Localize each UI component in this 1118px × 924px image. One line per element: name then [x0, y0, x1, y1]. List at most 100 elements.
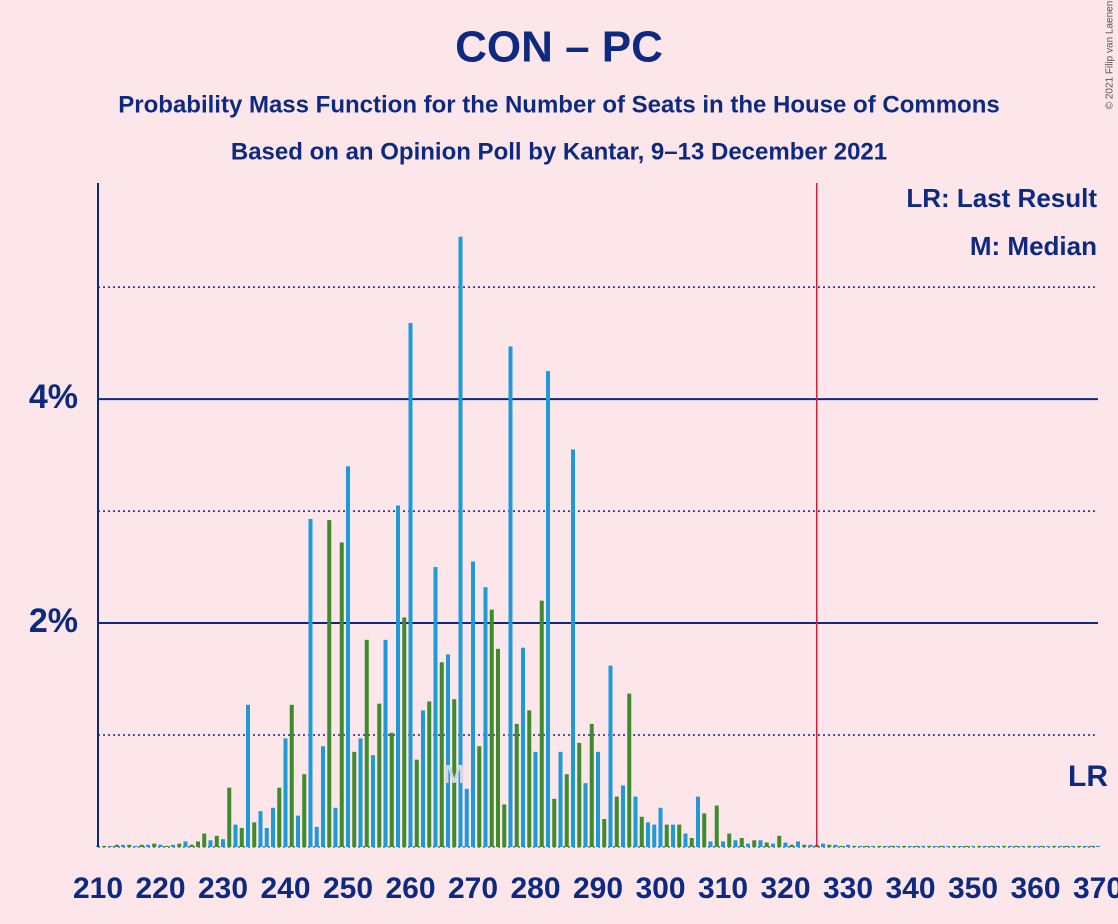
bar	[539, 600, 544, 847]
bar	[483, 587, 488, 847]
bar	[308, 518, 313, 847]
bar	[683, 833, 688, 847]
bar	[1033, 845, 1038, 847]
x-tick-label: 210	[73, 872, 123, 905]
bar	[946, 845, 950, 847]
bar	[852, 845, 857, 847]
bar	[352, 751, 357, 847]
bar	[771, 843, 775, 847]
bar	[833, 844, 838, 847]
bar	[521, 647, 525, 847]
bar	[958, 845, 963, 847]
chart-title: CON – PC	[455, 23, 663, 72]
bar	[339, 542, 344, 847]
bar	[146, 844, 150, 847]
bar	[421, 710, 425, 847]
bar	[639, 816, 644, 847]
bar	[164, 845, 169, 847]
chart-subtitle: Based on an Opinion Poll by Kantar, 9–13…	[231, 138, 887, 165]
x-tick-label: 310	[698, 872, 748, 905]
bar	[883, 845, 888, 847]
bar	[377, 703, 382, 847]
x-tick-label: 260	[385, 872, 435, 905]
bar	[989, 845, 994, 847]
bar	[627, 693, 632, 847]
x-tick-label: 340	[885, 872, 935, 905]
bar	[733, 840, 738, 847]
bar	[571, 449, 575, 847]
bar	[652, 824, 657, 847]
bar	[477, 746, 482, 847]
bar	[764, 842, 769, 847]
bar	[671, 824, 675, 847]
bar	[871, 845, 875, 847]
bar	[921, 845, 925, 847]
bar	[727, 833, 732, 847]
x-tick-label: 240	[260, 872, 310, 905]
bar	[602, 819, 607, 847]
bar	[389, 732, 394, 847]
bar	[702, 813, 707, 847]
bar	[527, 710, 532, 847]
bar	[271, 807, 275, 847]
bar	[396, 505, 400, 847]
bar	[502, 804, 507, 847]
bar	[402, 617, 407, 847]
bar	[1052, 845, 1057, 847]
bar	[614, 796, 619, 847]
bar	[227, 787, 232, 847]
bar	[964, 845, 969, 847]
bar	[758, 840, 763, 847]
bar	[608, 665, 613, 847]
bar	[858, 845, 863, 847]
bar	[246, 704, 250, 847]
x-tick-label: 360	[1010, 872, 1060, 905]
bar	[908, 845, 913, 847]
x-tick-label: 350	[948, 872, 998, 905]
bar	[314, 826, 319, 847]
bar	[258, 811, 263, 847]
bar	[689, 838, 694, 847]
bar	[208, 840, 213, 847]
y-tick-label: 2%	[29, 602, 78, 640]
bar	[489, 609, 494, 847]
bar	[346, 466, 350, 847]
bar	[1027, 845, 1032, 847]
bar	[458, 236, 463, 847]
bar	[439, 662, 444, 847]
bar	[1021, 845, 1025, 847]
bar	[777, 835, 782, 847]
bar	[358, 738, 363, 847]
bar	[914, 845, 919, 847]
bar	[333, 807, 338, 847]
bar	[939, 845, 944, 847]
bar	[471, 561, 475, 847]
bar	[1083, 845, 1088, 847]
last-result-label: LR	[1068, 760, 1108, 793]
bar	[383, 639, 388, 847]
bar	[971, 845, 975, 847]
x-tick-label: 330	[823, 872, 873, 905]
bar	[252, 822, 257, 847]
bar	[821, 843, 825, 847]
bar	[221, 839, 225, 847]
bar	[171, 844, 175, 847]
bar	[1064, 845, 1069, 847]
x-tick-label: 320	[760, 872, 810, 905]
bar	[1096, 845, 1100, 847]
bar	[658, 807, 663, 847]
bar	[633, 796, 638, 847]
bar	[996, 845, 1000, 847]
bar	[714, 805, 719, 847]
bar	[877, 845, 882, 847]
bar	[902, 845, 907, 847]
bar	[646, 822, 650, 847]
bar	[721, 841, 725, 847]
bar	[508, 346, 513, 847]
chart-subtitle: Probability Mass Function for the Number…	[118, 91, 999, 118]
bar	[327, 520, 332, 847]
x-tick-label: 230	[198, 872, 248, 905]
bar	[864, 845, 869, 847]
x-tick-label: 250	[323, 872, 373, 905]
